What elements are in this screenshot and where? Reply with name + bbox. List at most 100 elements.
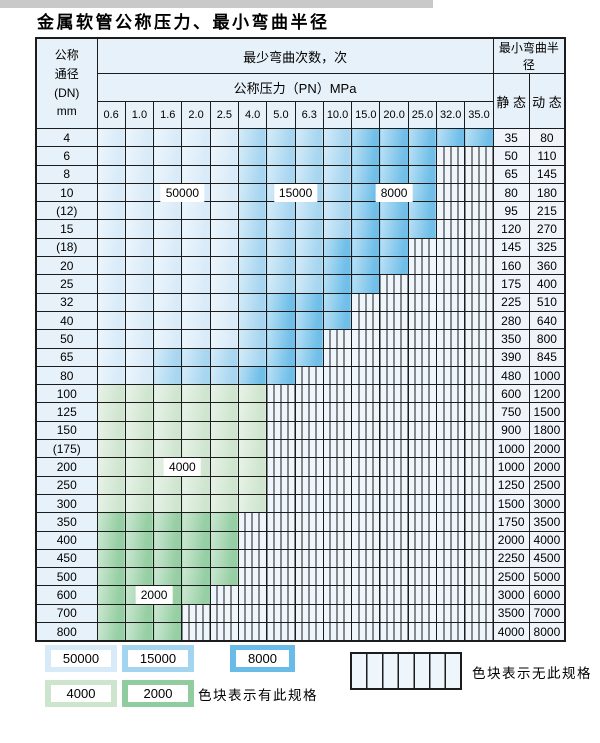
cell-no-spec <box>407 365 438 386</box>
cell-band-b8 <box>351 274 381 294</box>
static-radius-cell: 50 <box>492 146 530 166</box>
cell-band-b50 <box>181 256 211 276</box>
cell-band-g4 <box>124 402 155 422</box>
cell-band-g4 <box>209 475 239 495</box>
band-count-label: 50000 <box>160 183 205 202</box>
cell-band-b50 <box>153 237 183 258</box>
cell-band-b8 <box>351 127 381 148</box>
dynamic-radius-cell: 325 <box>528 237 566 258</box>
cell-band-b50 <box>209 164 239 184</box>
table-row-dn-300: 300 1500 3000 <box>35 493 566 514</box>
cell-no-spec <box>464 475 494 495</box>
static-radius-cell: 80 <box>492 182 530 203</box>
cell-band-g2 <box>96 585 126 605</box>
cell-no-spec <box>436 201 466 221</box>
cell-no-spec <box>436 567 466 587</box>
cell-band-b8 <box>322 274 353 294</box>
cell-no-spec <box>379 622 409 642</box>
cell-band-b50 <box>209 219 239 239</box>
cell-no-spec <box>436 219 466 239</box>
cell-band-b50 <box>153 219 183 239</box>
cell-no-spec <box>322 585 353 605</box>
cell-band-b15 <box>294 274 324 294</box>
cell-band-b8 <box>407 146 438 166</box>
legend-swatch-value: 8000 <box>236 650 289 667</box>
cell-band-b8 <box>436 127 466 148</box>
cell-no-spec <box>351 347 381 367</box>
spec-table: 公称 通径 (DN) mm 最少弯曲次数，次 最小弯曲半径 公称压力（PN）MP… <box>35 37 567 643</box>
cell-no-spec <box>407 622 438 642</box>
static-radius-cell: 350 <box>492 329 530 349</box>
cell-no-spec <box>266 530 296 550</box>
cell-band-g2 <box>153 548 183 569</box>
cell-no-spec <box>266 548 296 569</box>
dynamic-radius-cell: 800 <box>528 329 566 349</box>
cell-no-spec <box>464 201 494 221</box>
static-radius-cell: 4000 <box>492 622 530 642</box>
cell-no-spec <box>294 365 324 386</box>
cell-band-g4 <box>209 384 239 404</box>
cell-no-spec <box>322 493 353 514</box>
pressure-header-32.0: 32.0 <box>436 101 466 129</box>
dynamic-radius-cell: 640 <box>528 310 566 331</box>
cell-no-spec <box>464 256 494 276</box>
col-header-bend-times: 最少弯曲次数，次 <box>96 37 494 74</box>
static-radius-cell: 2500 <box>492 567 530 587</box>
cell-no-spec <box>209 603 239 624</box>
static-radius-cell: 95 <box>492 201 530 221</box>
dn-cell: 10 <box>35 182 98 203</box>
cell-band-b15 <box>237 329 268 349</box>
cell-band-b15 <box>322 164 353 184</box>
cell-no-spec <box>379 347 409 367</box>
static-radius-cell: 2250 <box>492 548 530 569</box>
cell-band-g2 <box>124 512 155 532</box>
cell-no-spec <box>436 146 466 166</box>
cell-no-spec <box>351 384 381 404</box>
cell-no-spec <box>407 237 438 258</box>
cell-band-b15 <box>181 365 211 386</box>
table-row-dn-25: 25 175 400 <box>35 274 566 294</box>
table-row-dn-65: 65 390 845 <box>35 347 566 367</box>
cell-no-spec <box>436 457 466 477</box>
cell-band-b50 <box>209 146 239 166</box>
cell-band-b50 <box>96 256 126 276</box>
cell-no-spec <box>436 439 466 459</box>
dynamic-radius-cell: 400 <box>528 274 566 294</box>
cell-band-b15 <box>294 127 324 148</box>
dynamic-radius-cell: 4000 <box>528 530 566 550</box>
cell-no-spec <box>294 622 324 642</box>
cell-band-b15 <box>294 256 324 276</box>
cell-band-b15 <box>237 237 268 258</box>
static-radius-cell: 1000 <box>492 457 530 477</box>
cell-band-b50 <box>209 127 239 148</box>
dn-cell: (12) <box>35 201 98 221</box>
col-header-dn: 公称 通径 (DN) mm <box>35 37 98 129</box>
cell-no-spec <box>464 146 494 166</box>
cell-band-b50 <box>96 274 126 294</box>
cell-band-b50 <box>209 182 239 203</box>
cell-band-g2 <box>181 530 211 550</box>
static-radius-cell: 120 <box>492 219 530 239</box>
cell-band-b50 <box>153 256 183 276</box>
cell-no-spec <box>436 402 466 422</box>
dynamic-radius-cell: 6000 <box>528 585 566 605</box>
cell-band-b50 <box>96 146 126 166</box>
dn-cell: 300 <box>35 493 98 514</box>
cell-no-spec <box>294 567 324 587</box>
cell-band-g2 <box>124 530 155 550</box>
top-gray-strip <box>0 0 433 8</box>
cell-no-spec <box>294 384 324 404</box>
cell-band-b8 <box>351 219 381 239</box>
cell-no-spec <box>464 164 494 184</box>
cell-no-spec <box>351 310 381 331</box>
cell-no-spec <box>464 493 494 514</box>
legend-swatch-value: 4000 <box>51 685 111 702</box>
cell-no-spec <box>436 548 466 569</box>
cell-band-g4 <box>96 475 126 495</box>
cell-band-g4 <box>237 384 268 404</box>
dn-cell: 25 <box>35 274 98 294</box>
cell-no-spec <box>351 622 381 642</box>
pressure-header-4.0: 4.0 <box>237 101 268 129</box>
static-radius-cell: 160 <box>492 256 530 276</box>
cell-no-spec <box>464 365 494 386</box>
